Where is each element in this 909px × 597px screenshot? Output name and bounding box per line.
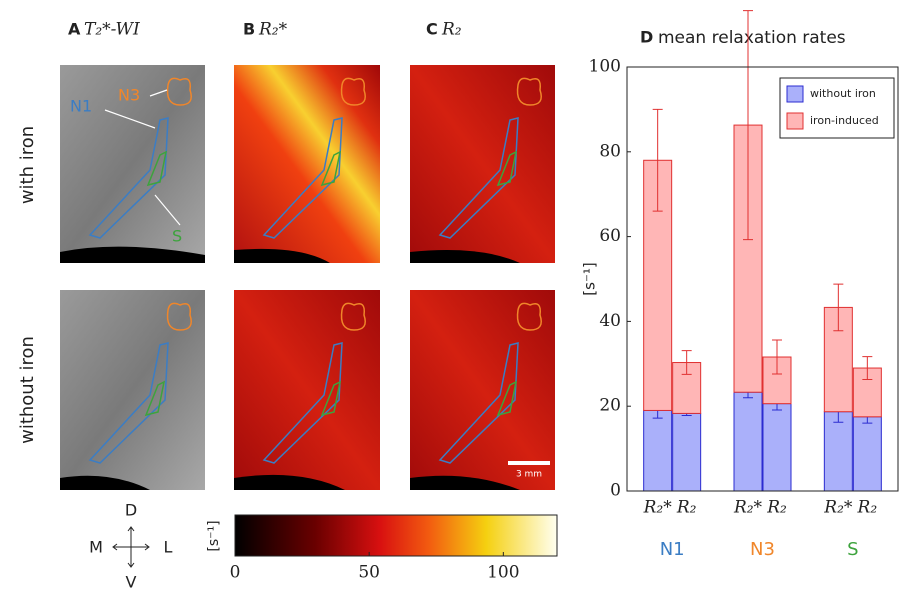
group-label: S <box>847 539 858 560</box>
error-bar <box>681 350 692 375</box>
roi-label: S <box>172 227 182 246</box>
y-tick-label: 100 <box>589 57 621 77</box>
error-bar <box>743 10 753 241</box>
y-tick-label: 40 <box>599 311 621 331</box>
colorbar-ticks: 0 50 100 <box>230 552 520 583</box>
panel-letter: A <box>68 20 81 39</box>
images <box>60 65 555 490</box>
y-tick-label: 80 <box>599 141 621 161</box>
y-axis-label: [s⁻¹] <box>581 262 599 295</box>
legend-label: without iron <box>810 87 876 100</box>
colorbar-tick-label: 50 <box>358 563 380 583</box>
row-label: with iron <box>17 126 38 204</box>
y-tick-label: 0 <box>610 481 621 501</box>
colorbar-tick-label: 100 <box>487 563 519 583</box>
panel-title: R₂* <box>258 20 288 40</box>
error-bar <box>772 339 782 375</box>
orientation-label: M <box>89 538 103 557</box>
x-tick-label: R₂* <box>733 498 763 518</box>
error-bar <box>833 283 844 332</box>
bar <box>733 391 763 492</box>
legend-label: iron-induced <box>810 114 879 127</box>
y-tick-label: 20 <box>599 396 621 416</box>
x-tick-label: R₂ <box>676 498 697 518</box>
scale-bar-label: 3 mm <box>516 470 542 480</box>
x-tick-label: R₂* <box>643 498 673 518</box>
group-label: N3 <box>750 539 775 560</box>
roi-label: N1 <box>70 97 92 116</box>
orientation-label: D <box>125 501 137 520</box>
error-bar <box>652 108 663 212</box>
orientation-label: L <box>164 538 173 557</box>
axes-frame <box>626 66 899 492</box>
panel-letter: B <box>243 20 255 39</box>
bar <box>762 403 792 492</box>
panel-title: T₂*-WI <box>84 20 140 40</box>
colorbar <box>234 514 558 557</box>
bar <box>643 409 673 492</box>
y-tick-label: 60 <box>599 226 621 246</box>
colorbar-tick-label: 0 <box>230 563 241 583</box>
bar <box>852 416 882 492</box>
colorbar-label: [s⁻¹] <box>206 520 222 551</box>
legend-swatch <box>786 112 804 130</box>
legend-swatch <box>786 85 804 103</box>
x-tick-label: R₂* <box>823 498 853 518</box>
bar <box>672 412 702 492</box>
x-tick-label: R₂ <box>857 498 878 518</box>
panel-title: R₂ <box>441 20 462 40</box>
row-label: without iron <box>17 336 38 444</box>
orientation <box>112 526 150 568</box>
x-tick-label: R₂ <box>766 498 787 518</box>
group-label: N1 <box>660 539 685 560</box>
panel-letter: C <box>426 20 438 39</box>
orientation-label: V <box>126 573 137 592</box>
bar <box>823 411 853 492</box>
panel-letter: D <box>640 28 653 47</box>
panel-titles: A T₂*-WI B R₂* C R₂ <box>68 20 462 40</box>
roi-label: N3 <box>118 86 140 105</box>
error-bar <box>862 356 873 380</box>
chart-title: mean relaxation rates <box>658 28 846 48</box>
